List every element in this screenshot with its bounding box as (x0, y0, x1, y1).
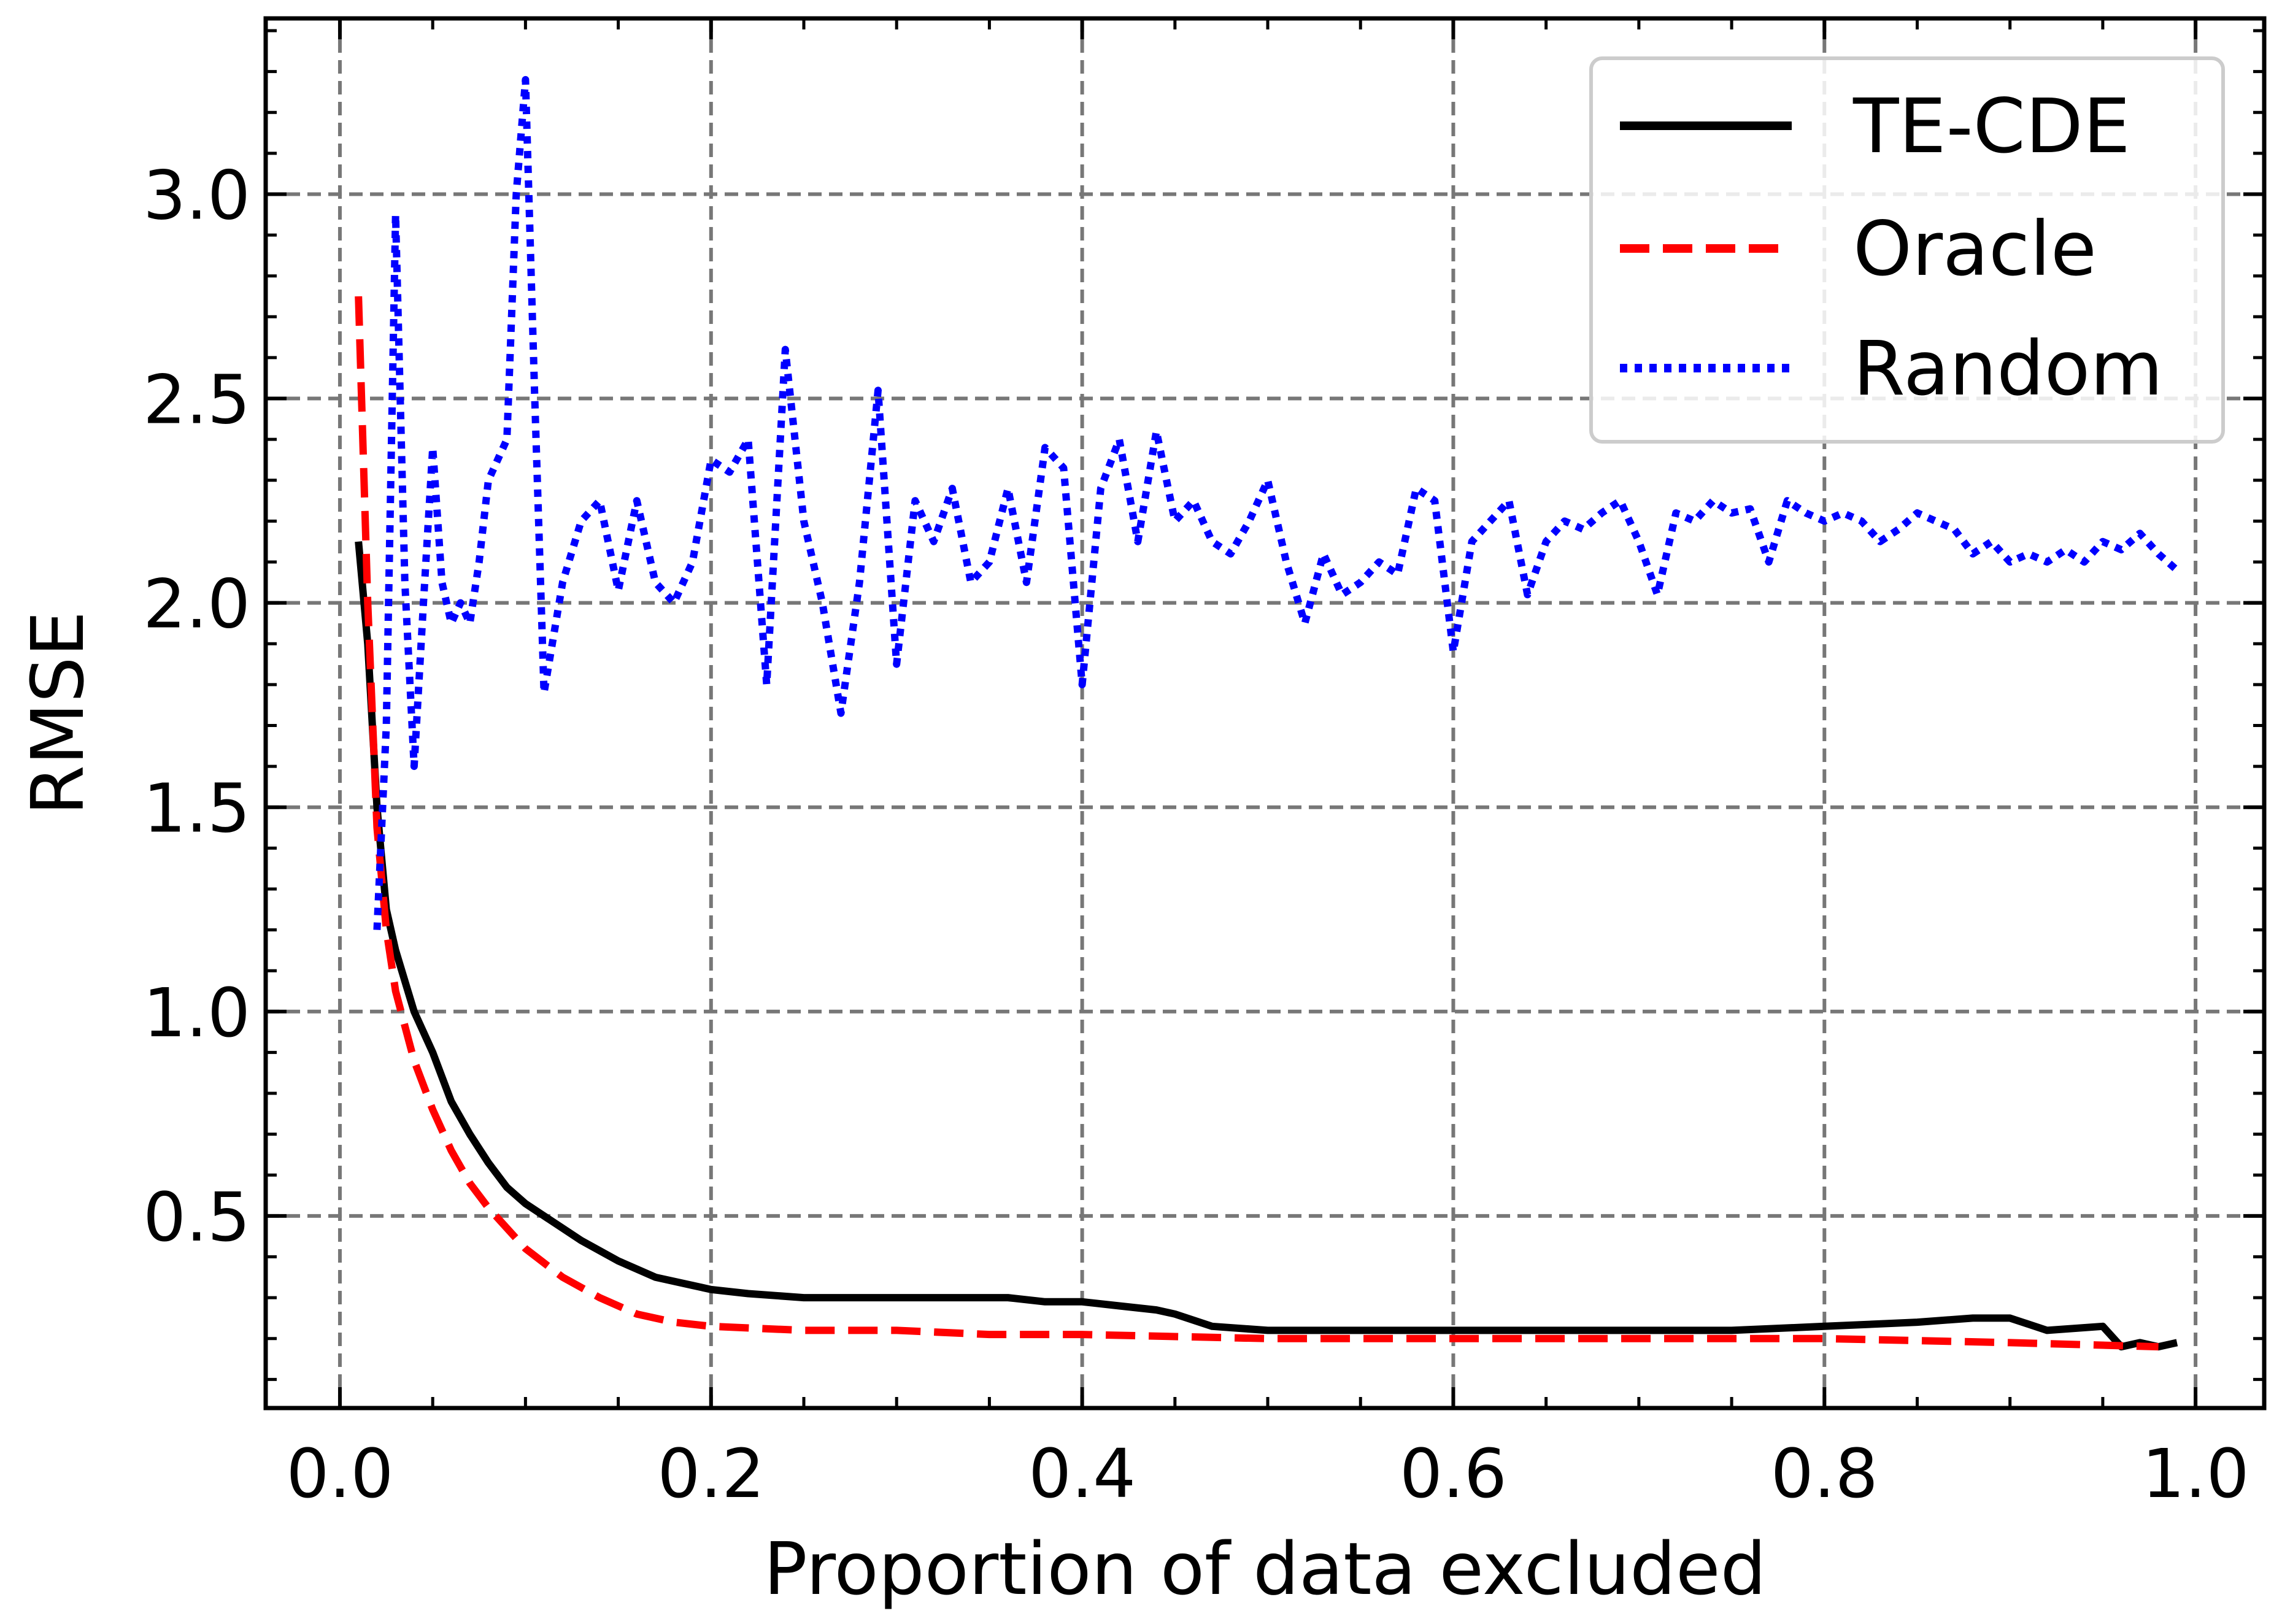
plot-frame (263, 16, 2267, 1410)
legend: TE-CDE Oracle Random (1589, 56, 2225, 444)
series-lines (355, 75, 2180, 1351)
x-axis-label: Proportion of data excluded (763, 1526, 1766, 1611)
legend-label-random: Random (1853, 325, 2163, 412)
legend-label-oracle: Oracle (1853, 206, 2097, 293)
y-tick-label: 1.5 (143, 769, 250, 848)
legend-label-te-cde: TE-CDE (1852, 83, 2130, 170)
x-tick-label: 0.6 (1400, 1434, 1507, 1513)
x-tick-label: 0.4 (1028, 1434, 1136, 1513)
series-line-random (373, 75, 2180, 930)
tick-labels: 0.0 0.2 0.4 0.6 0.8 1.0 0.5 1.0 1.5 2.0 2.5 3.0 (143, 156, 2249, 1513)
legend-box (1589, 56, 2225, 444)
x-tick-label: 0.2 (657, 1434, 765, 1513)
y-tick-label: 0.5 (143, 1178, 250, 1256)
x-tick-label: 1.0 (2142, 1434, 2249, 1513)
y-tick-label: 2.0 (143, 565, 250, 644)
x-tick-label: 0.0 (286, 1434, 393, 1513)
y-tick-label: 1.0 (143, 974, 250, 1052)
y-axis-label: RMSE (15, 611, 100, 815)
y-tick-label: 2.5 (143, 361, 250, 439)
y-tick-label: 3.0 (143, 156, 250, 234)
series-line-oracle (355, 296, 2159, 1351)
series-line-te-cde (355, 541, 2178, 1351)
x-tick-label: 0.8 (1771, 1434, 1878, 1513)
